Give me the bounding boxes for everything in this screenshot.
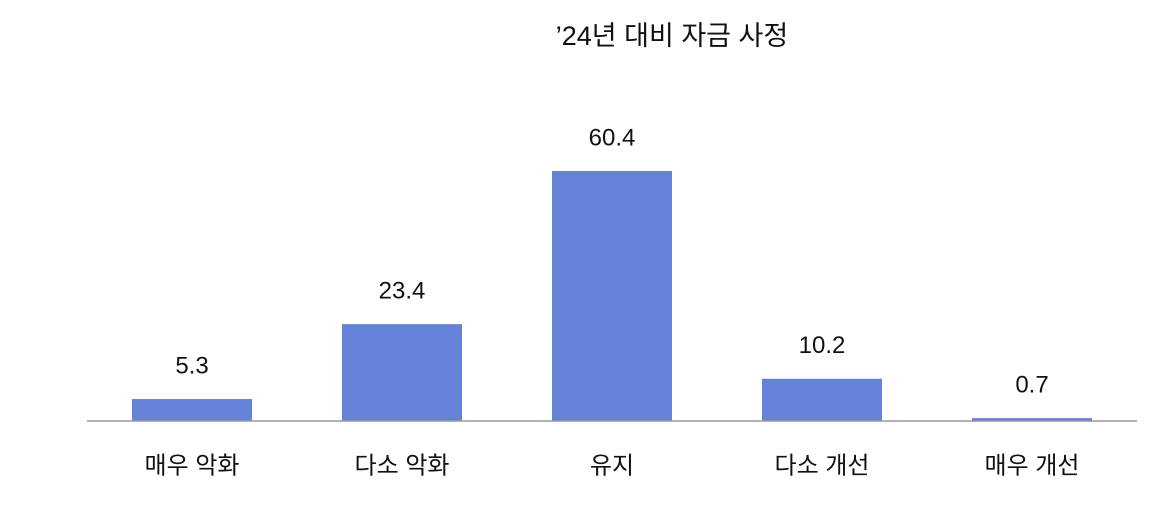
x-tick-label: 다소 개선 — [775, 452, 870, 479]
bar — [132, 399, 252, 421]
bar — [552, 171, 672, 421]
bar — [342, 324, 462, 421]
chart-title: ’24년 대비 자금 사정 — [556, 21, 788, 51]
bar — [762, 378, 882, 421]
bar — [972, 418, 1092, 421]
value-label: 23.4 — [379, 277, 426, 304]
x-tick-label: 다소 악화 — [355, 452, 450, 479]
x-tick-label: 매우 개선 — [985, 452, 1080, 479]
value-label: 10.2 — [799, 332, 846, 359]
value-label: 5.3 — [175, 352, 208, 379]
x-tick-label: 유지 — [590, 452, 634, 479]
x-tick-label: 매우 악화 — [145, 452, 240, 479]
value-label: 60.4 — [589, 124, 636, 151]
value-label: 0.7 — [1015, 371, 1048, 398]
